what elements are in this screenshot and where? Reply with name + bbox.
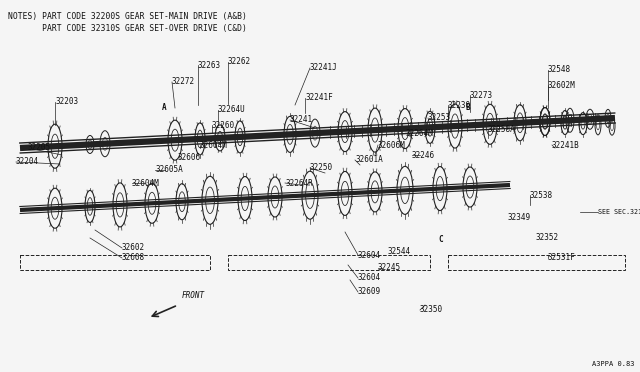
Text: 32241: 32241 bbox=[290, 115, 313, 125]
Text: SEE SEC.321: SEE SEC.321 bbox=[598, 209, 640, 215]
Text: 32606: 32606 bbox=[178, 154, 201, 163]
Text: PART CODE 32310S GEAR SET-OVER DRIVE (C&D): PART CODE 32310S GEAR SET-OVER DRIVE (C&… bbox=[8, 24, 247, 33]
Text: 32205: 32205 bbox=[28, 144, 51, 153]
Text: 32246: 32246 bbox=[412, 151, 435, 160]
Text: 32538: 32538 bbox=[530, 190, 553, 199]
Text: 32260: 32260 bbox=[212, 121, 235, 129]
Text: NOTES) PART CODE 32200S GEAR SET-MAIN DRIVE (A&B): NOTES) PART CODE 32200S GEAR SET-MAIN DR… bbox=[8, 12, 247, 21]
Text: 32272: 32272 bbox=[172, 77, 195, 87]
Text: 32253: 32253 bbox=[428, 113, 451, 122]
Text: 32606M: 32606M bbox=[378, 141, 406, 150]
Text: 32604: 32604 bbox=[358, 273, 381, 282]
Text: 32262: 32262 bbox=[228, 58, 251, 67]
Text: 32250: 32250 bbox=[310, 164, 333, 173]
Text: C: C bbox=[438, 235, 443, 244]
Text: 32263: 32263 bbox=[198, 61, 221, 70]
Text: 32350: 32350 bbox=[420, 305, 443, 314]
Text: 32241J: 32241J bbox=[310, 64, 338, 73]
Text: A3PPA 0.83: A3PPA 0.83 bbox=[593, 361, 635, 367]
Text: 32602: 32602 bbox=[122, 244, 145, 253]
Text: 32264R: 32264R bbox=[285, 179, 313, 187]
Text: 32602M: 32602M bbox=[548, 80, 576, 90]
Text: 32544: 32544 bbox=[388, 247, 411, 257]
Text: B: B bbox=[466, 103, 470, 112]
Text: 32264U: 32264U bbox=[218, 106, 246, 115]
Text: 32204: 32204 bbox=[16, 157, 39, 167]
Text: 32601A: 32601A bbox=[355, 155, 383, 164]
Text: 32608: 32608 bbox=[122, 253, 145, 263]
Text: 32604: 32604 bbox=[358, 250, 381, 260]
Text: A: A bbox=[162, 103, 166, 112]
Text: 32245: 32245 bbox=[378, 263, 401, 273]
Text: 32241B: 32241B bbox=[552, 141, 580, 150]
Text: 32548: 32548 bbox=[548, 65, 571, 74]
Text: 32241F: 32241F bbox=[305, 93, 333, 103]
Text: 32273: 32273 bbox=[470, 90, 493, 99]
Text: 32605A: 32605A bbox=[155, 166, 183, 174]
Text: FRONT: FRONT bbox=[182, 291, 205, 300]
Text: 32604M: 32604M bbox=[132, 179, 160, 187]
Text: 32609: 32609 bbox=[358, 288, 381, 296]
Text: 32230: 32230 bbox=[448, 100, 471, 109]
Text: 32531F: 32531F bbox=[548, 253, 576, 263]
Text: 32258A: 32258A bbox=[488, 125, 516, 135]
Text: 32352: 32352 bbox=[535, 234, 558, 243]
Text: 32264M: 32264M bbox=[406, 128, 434, 138]
Text: 32349: 32349 bbox=[508, 214, 531, 222]
Text: 32203: 32203 bbox=[55, 97, 78, 106]
Text: 32604M: 32604M bbox=[200, 141, 228, 150]
